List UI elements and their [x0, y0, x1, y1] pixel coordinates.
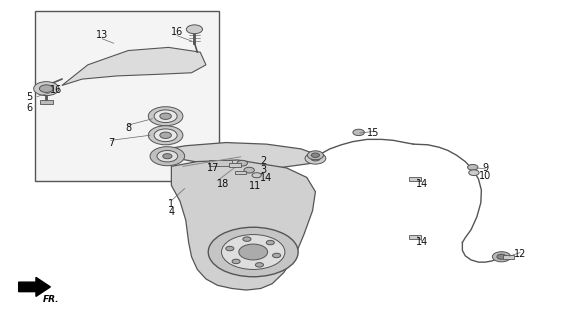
- Circle shape: [208, 227, 298, 277]
- Circle shape: [273, 253, 281, 258]
- Circle shape: [239, 244, 267, 260]
- Circle shape: [312, 153, 320, 157]
- Circle shape: [148, 126, 183, 145]
- Text: 4: 4: [168, 207, 174, 217]
- Circle shape: [469, 170, 479, 176]
- Circle shape: [222, 235, 285, 269]
- Circle shape: [154, 110, 177, 123]
- Circle shape: [244, 167, 254, 173]
- Text: 5: 5: [26, 92, 32, 101]
- Text: 6: 6: [26, 103, 32, 113]
- Text: 13: 13: [96, 30, 108, 40]
- Text: 14: 14: [416, 179, 428, 189]
- Circle shape: [353, 129, 364, 136]
- Circle shape: [154, 129, 177, 142]
- Text: FR.: FR.: [43, 295, 60, 304]
- Text: 1: 1: [168, 199, 174, 209]
- Circle shape: [468, 164, 478, 170]
- Bar: [35, 11, 219, 180]
- Text: 18: 18: [217, 179, 229, 189]
- Circle shape: [266, 240, 274, 245]
- Polygon shape: [62, 47, 206, 85]
- Circle shape: [163, 154, 172, 159]
- Circle shape: [243, 237, 251, 241]
- Circle shape: [497, 254, 506, 259]
- Polygon shape: [171, 160, 316, 290]
- Circle shape: [252, 173, 261, 178]
- Circle shape: [255, 263, 263, 267]
- Circle shape: [39, 85, 53, 92]
- Bar: [503, 255, 514, 259]
- Circle shape: [150, 147, 185, 166]
- Bar: [409, 235, 422, 239]
- Circle shape: [160, 132, 171, 139]
- Text: 9: 9: [482, 163, 489, 173]
- Bar: [409, 177, 422, 181]
- Circle shape: [160, 113, 171, 119]
- Text: 8: 8: [125, 123, 131, 133]
- Text: 2: 2: [261, 156, 267, 166]
- Bar: [40, 100, 53, 104]
- Circle shape: [157, 150, 178, 162]
- Circle shape: [492, 252, 511, 262]
- Text: 7: 7: [108, 138, 114, 148]
- Text: 12: 12: [514, 249, 526, 259]
- Circle shape: [186, 25, 203, 34]
- Text: 16: 16: [50, 85, 63, 95]
- Text: 14: 14: [416, 237, 428, 247]
- Circle shape: [232, 259, 240, 264]
- Circle shape: [148, 107, 183, 126]
- Polygon shape: [19, 277, 50, 296]
- Text: 3: 3: [261, 164, 267, 174]
- Circle shape: [311, 156, 320, 161]
- Circle shape: [226, 246, 234, 251]
- Circle shape: [307, 151, 324, 160]
- Text: 15: 15: [367, 128, 379, 138]
- Bar: [209, 160, 232, 166]
- Text: 11: 11: [249, 181, 261, 191]
- Text: 10: 10: [479, 172, 492, 181]
- Text: 16: 16: [171, 27, 184, 36]
- Text: 14: 14: [261, 173, 273, 183]
- Circle shape: [34, 82, 59, 96]
- Polygon shape: [157, 142, 318, 168]
- Circle shape: [305, 153, 326, 164]
- Bar: [235, 171, 245, 174]
- Text: 17: 17: [207, 163, 219, 173]
- Bar: [229, 163, 240, 167]
- Circle shape: [237, 160, 247, 166]
